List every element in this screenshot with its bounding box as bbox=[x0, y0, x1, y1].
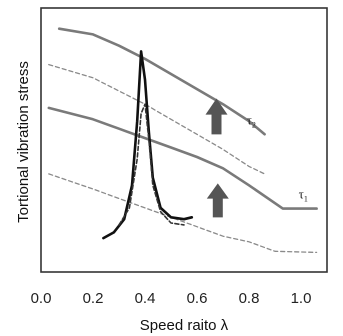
series-line-4 bbox=[48, 173, 318, 254]
arrow-layer bbox=[205, 98, 229, 218]
x-tick-label-2: 0.2 bbox=[83, 290, 104, 307]
up-arrow-2 bbox=[206, 183, 229, 218]
x-tick-label-1: 0.0 bbox=[31, 290, 52, 307]
tick-layer: 0.0 0.2 0.4 0.6 0.8 1.0 bbox=[31, 290, 312, 307]
series-line-5 bbox=[102, 50, 194, 240]
series-label-1: τ2 bbox=[247, 112, 256, 129]
label-layer: τ2 τ1 bbox=[247, 112, 308, 203]
series-label-sub-1: 2 bbox=[252, 120, 256, 129]
plot-frame bbox=[40, 7, 328, 273]
y-axis-title: Tortional vibration stress bbox=[15, 61, 32, 223]
x-tick-label-6: 1.0 bbox=[291, 290, 312, 307]
series-label-2: τ1 bbox=[299, 187, 308, 204]
up-arrow-1 bbox=[205, 98, 228, 135]
x-tick-label-5: 0.8 bbox=[239, 290, 260, 307]
series-line-3 bbox=[48, 63, 266, 175]
series-line-2 bbox=[47, 106, 318, 210]
x-tick-label-4: 0.6 bbox=[187, 290, 208, 307]
series-layer bbox=[47, 27, 318, 254]
series-line-1 bbox=[57, 27, 266, 136]
x-tick-label-3: 0.4 bbox=[135, 290, 156, 307]
series-line-6 bbox=[118, 103, 185, 226]
series-label-sub-2: 1 bbox=[304, 195, 308, 204]
x-axis-title: Speed raito λ bbox=[140, 317, 229, 334]
